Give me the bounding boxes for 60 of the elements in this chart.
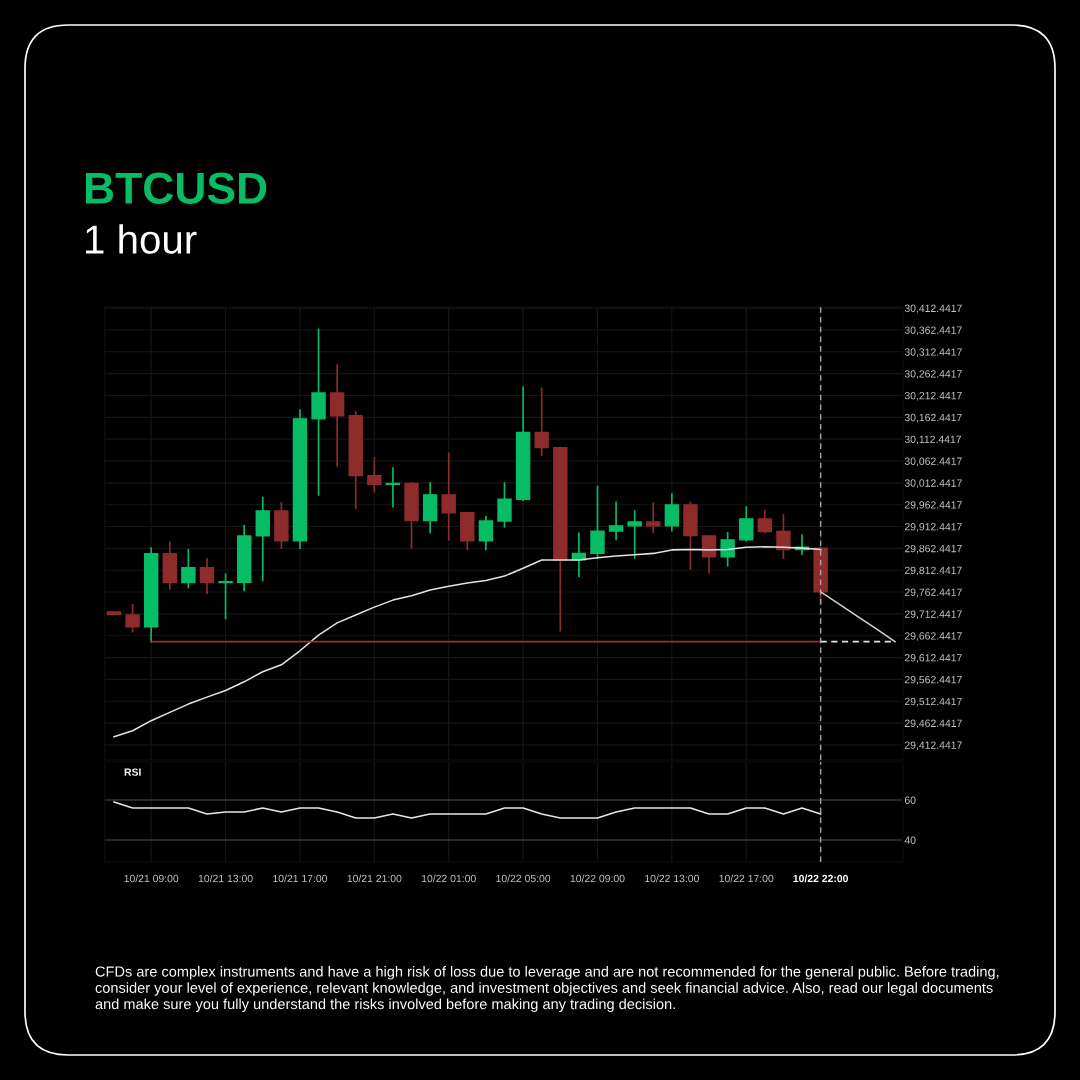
y-tick-label: 30,212.4417 (904, 391, 962, 401)
x-tick-label: 10/22 13:00 (645, 874, 699, 883)
line-series (113, 801, 822, 819)
x-tick-label: 10/22 01:00 (422, 874, 476, 883)
y-tick-label: 29,662.4417 (904, 632, 962, 641)
candlestick (720, 532, 735, 567)
x-tick-label: 10/21 13:00 (198, 874, 253, 883)
candlestick (534, 387, 549, 456)
x-tick-label: 10/22 17:00 (719, 874, 774, 883)
y-tick-label: 40 (904, 836, 916, 844)
y-tick-label: 30,262.4417 (904, 370, 962, 379)
y-tick-label: 30,062.4417 (904, 457, 962, 467)
candlestick (385, 467, 401, 508)
y-tick-label: 29,712.4417 (904, 610, 962, 620)
candlestick (701, 535, 717, 574)
candlestick (757, 509, 773, 534)
chart-title: RSI (124, 768, 141, 776)
y-tick-label: 60 (904, 796, 916, 804)
x-tick-label: 10/21 17:00 (273, 874, 328, 883)
y-tick-label: 30,412.4417 (904, 304, 962, 314)
y-tick-label: 29,562.4417 (904, 675, 962, 685)
candlestick (441, 452, 456, 541)
chart-subtitle: 1 hour (86, 224, 197, 254)
candlestick (627, 510, 642, 559)
candlestick (125, 604, 140, 633)
y-tick-label: 30,012.4417 (904, 479, 962, 488)
x-tick-label: 10/22 22:00 (793, 874, 848, 883)
candlestick (776, 514, 791, 560)
chart-title: BTCUSD (85, 172, 267, 204)
y-tick-label: 30,112.4417 (904, 435, 962, 445)
candlestick (181, 549, 196, 589)
candlestick (646, 502, 661, 534)
y-tick-label: 29,762.4417 (904, 588, 962, 598)
candlestick (590, 485, 605, 560)
x-tick-label: 10/21 09:00 (124, 874, 179, 883)
y-tick-label: 29,512.4417 (904, 697, 962, 707)
x-tick-label: 10/22 09:00 (570, 874, 625, 883)
y-tick-label: 30,162.4417 (904, 413, 962, 423)
candlestick (329, 364, 345, 467)
candlestick (664, 493, 680, 532)
line-series (819, 591, 896, 643)
y-tick-label: 29,462.4417 (904, 719, 962, 729)
y-tick-label: 29,962.4417 (904, 501, 962, 510)
x-tick-label: 10/21 21:00 (347, 874, 402, 883)
candlestick (739, 506, 754, 542)
text: CFDs are complex instruments and have a high risk of loss due to leverage and are not recommended for the general public. Before trading, consider your level of experience, relevant knowledge, and investment objectives and seek financial advice. Also, read our legal documents and make sure you fully understand the risks involved before making any trading decision. (95, 966, 999, 1013)
x-tick-label: 10/22 05:00 (496, 874, 551, 883)
candlestick (497, 482, 512, 528)
candlestick (478, 515, 494, 551)
candlestick (367, 457, 382, 493)
candlestick (218, 573, 233, 620)
y-tick-label: 29,412.4417 (904, 741, 962, 751)
candlestick (608, 501, 624, 541)
y-tick-label: 29,612.4417 (904, 654, 962, 663)
candlestick (199, 558, 215, 594)
y-tick-label: 29,812.4417 (904, 566, 962, 576)
y-tick-label: 29,862.4417 (904, 544, 962, 554)
y-tick-label: 29,912.4417 (904, 523, 962, 532)
y-tick-label: 30,312.4417 (904, 348, 962, 357)
y-tick-label: 30,362.4417 (904, 326, 962, 336)
